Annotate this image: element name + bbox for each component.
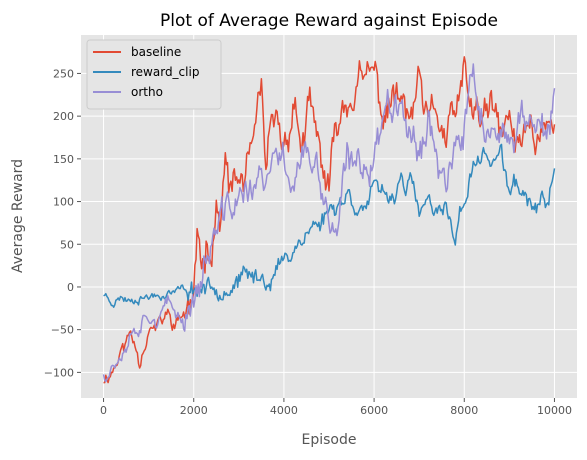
series-line-ortho — [102, 63, 556, 383]
legend-label: ortho — [131, 85, 163, 99]
y-tick-label: 0 — [67, 281, 74, 294]
x-tick-label: 2000 — [180, 404, 208, 417]
x-tick-label: 4000 — [270, 404, 298, 417]
x-axis-title: Episode — [302, 432, 357, 448]
x-tick-label: 6000 — [360, 404, 388, 417]
series-line-reward-clip — [103, 143, 556, 308]
y-tick-label: 50 — [60, 238, 74, 251]
axis-ticks: 0 2000 4000 6000 8000 10000 −100 −50 0 50 100 150 20… — [44, 67, 572, 417]
y-tick-label: −50 — [51, 324, 74, 337]
legend-label: baseline — [131, 45, 181, 59]
x-tick-label: 0 — [100, 404, 107, 417]
chart-title: Plot of Average Reward against Episode — [160, 11, 498, 31]
x-tick-label: 8000 — [450, 404, 478, 417]
y-tick-label: 200 — [53, 110, 74, 123]
legend-label: reward_clip — [131, 65, 199, 79]
y-tick-label: 250 — [53, 67, 74, 80]
y-tick-label: 100 — [53, 196, 74, 209]
y-tick-label: −100 — [44, 366, 74, 379]
y-tick-label: 150 — [53, 153, 74, 166]
y-axis-title: Average Reward — [10, 159, 26, 273]
series-lines — [102, 56, 556, 384]
x-tick-label: 10000 — [537, 404, 572, 417]
grid — [81, 35, 577, 398]
